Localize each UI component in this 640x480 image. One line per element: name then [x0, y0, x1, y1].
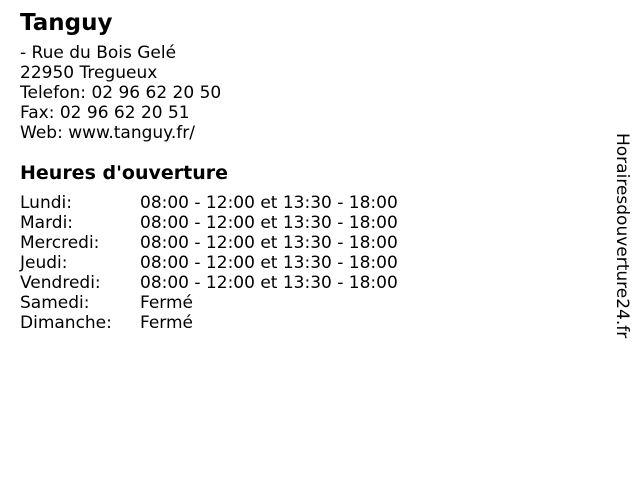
phone-label: Telefon:	[20, 83, 87, 103]
opening-hours-row: Dimanche: Fermé	[20, 313, 398, 333]
opening-hours-times: 08:00 - 12:00 et 13:30 - 18:00	[140, 273, 398, 293]
address-city: 22950 Tregueux	[20, 63, 158, 83]
watermark-vertical-text: Horairesdouverture24.fr	[612, 133, 632, 339]
opening-hours-table: Lundi: 08:00 - 12:00 et 13:30 - 18:00 Ma…	[20, 193, 398, 333]
opening-hours-row: Mardi: 08:00 - 12:00 et 13:30 - 18:00	[20, 213, 398, 233]
fax-label: Fax:	[20, 103, 55, 123]
opening-hours-day: Dimanche:	[20, 313, 112, 333]
fax-line: Fax: 02 96 62 20 51	[20, 103, 398, 123]
opening-hours-row: Jeudi: 08:00 - 12:00 et 13:30 - 18:00	[20, 253, 398, 273]
opening-hours-row: Samedi: Fermé	[20, 293, 398, 313]
opening-hours-times: 08:00 - 12:00 et 13:30 - 18:00	[140, 253, 398, 273]
opening-hours-times: 08:00 - 12:00 et 13:30 - 18:00	[140, 193, 398, 213]
opening-hours-times: Fermé	[140, 293, 194, 313]
web-label: Web:	[20, 123, 63, 143]
opening-hours-times: 08:00 - 12:00 et 13:30 - 18:00	[140, 233, 398, 253]
opening-hours-day: Mardi:	[20, 213, 74, 233]
opening-hours-row: Vendredi: 08:00 - 12:00 et 13:30 - 18:00	[20, 273, 398, 293]
web-value: www.tanguy.fr/	[68, 123, 195, 143]
business-card: Tanguy - Rue du Bois Gelé 22950 Tregueux…	[20, 0, 398, 333]
opening-hours-row: Lundi: 08:00 - 12:00 et 13:30 - 18:00	[20, 193, 398, 213]
opening-hours-times: Fermé	[140, 313, 194, 333]
phone-value: 02 96 62 20 50	[91, 83, 222, 103]
opening-hours-day: Mercredi:	[20, 233, 100, 253]
opening-hours-day: Jeudi:	[20, 253, 68, 273]
opening-hours-title: Heures d'ouverture	[20, 162, 228, 184]
contact-block: - Rue du Bois Gelé 22950 Tregueux Telefo…	[20, 43, 398, 143]
opening-hours-times: 08:00 - 12:00 et 13:30 - 18:00	[140, 213, 398, 233]
web-line: Web: www.tanguy.fr/	[20, 123, 398, 143]
opening-hours-day: Samedi:	[20, 293, 90, 313]
business-name: Tanguy	[20, 10, 113, 36]
fax-value: 02 96 62 20 51	[59, 103, 190, 123]
opening-hours-row: Mercredi: 08:00 - 12:00 et 13:30 - 18:00	[20, 233, 398, 253]
opening-hours-day: Vendredi:	[20, 273, 101, 293]
address-street: - Rue du Bois Gelé	[20, 43, 177, 63]
opening-hours-day: Lundi:	[20, 193, 72, 213]
phone-line: Telefon: 02 96 62 20 50	[20, 83, 398, 103]
